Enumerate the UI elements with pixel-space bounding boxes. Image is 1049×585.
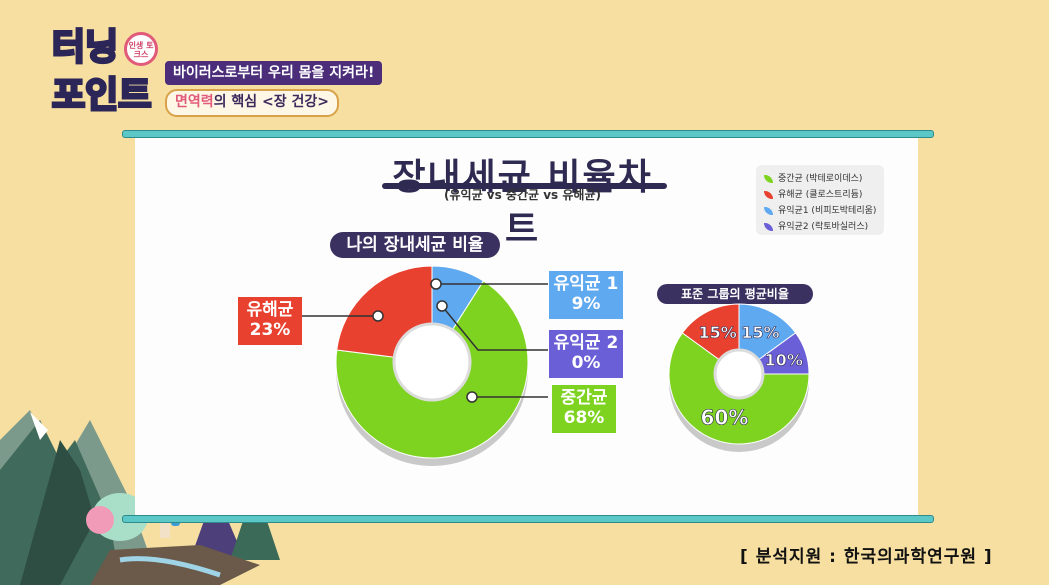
beneficial2-callout: 유익균 2 0% <box>549 330 623 378</box>
callout-label: 유익균 1 <box>553 274 619 294</box>
subtitle-accent: 면역력 <box>175 94 214 110</box>
board-top-rod <box>122 130 934 138</box>
logo-badge: 인생 토크스 <box>124 32 158 66</box>
my-ratio-donut-chart <box>335 265 529 466</box>
leaf-icon <box>764 174 773 183</box>
chart-subtitle: (유익균 vs 중간균 vs 유해균) <box>444 188 601 202</box>
callout-value: 0% <box>571 353 601 373</box>
callout-value: 68% <box>563 408 605 428</box>
leaf-icon <box>764 222 773 231</box>
callout-value: 9% <box>571 294 601 314</box>
callout-label: 유해균 <box>246 300 294 320</box>
legend-label: 중간균 (박테로이데스) <box>778 174 863 184</box>
show-logo: 터닝 포인트 <box>50 27 172 130</box>
legend-label: 유익균2 (락토바실러스) <box>778 222 869 232</box>
board-bottom-rod <box>122 515 934 523</box>
analysis-credit: [ 분석지원 : 한국의과학연구원 ] <box>740 547 993 567</box>
legend-item: 유익균2 (락토바실러스) <box>764 219 868 232</box>
donut-hole <box>713 348 765 400</box>
chart-legend: 중간균 (박테로이데스) 유해균 (클로스트리듐) 유익균1 (비피도박테리움)… <box>756 165 884 235</box>
title-underline <box>382 183 667 189</box>
slice-value-label: 60% <box>701 406 749 430</box>
my-ratio-heading: 나의 장내세균 비율 <box>330 232 500 258</box>
legend-item: 유익균1 (비피도박테리움) <box>764 203 876 216</box>
chart-title: 장내세균 비율차트 <box>392 157 653 250</box>
logo-line2: 포인트 <box>50 75 152 116</box>
slice-value-label: 15% <box>699 323 737 342</box>
callout-label: 중간균 <box>560 388 608 408</box>
leaf-icon <box>764 206 773 215</box>
standard-ratio-donut-chart: 15% 10% 60% 15% <box>668 303 810 452</box>
intermediate-callout: 중간균 68% <box>552 385 616 433</box>
callout-label: 유익균 2 <box>553 333 619 353</box>
episode-subtitle-main: 바이러스로부터 우리 몸을 지켜라! <box>165 61 383 85</box>
slice-value-label: 15% <box>741 323 779 342</box>
legend-item: 중간균 (박테로이데스) <box>764 171 862 184</box>
legend-item: 유해균 (클로스트리듐) <box>764 187 862 200</box>
leaf-icon <box>764 190 773 199</box>
subtitle-rest: 의 핵심 <장 건강> <box>213 94 330 110</box>
slice-value-label: 10% <box>765 350 803 369</box>
legend-label: 유익균1 (비피도박테리움) <box>778 206 877 216</box>
donut-hole <box>392 322 472 402</box>
standard-ratio-heading: 표준 그룹의 평균비율 <box>657 284 813 304</box>
harmful-bacteria-callout: 유해균 23% <box>238 297 302 345</box>
episode-subtitle-secondary: 면역력의 핵심 <장 건강> <box>165 89 340 117</box>
legend-label: 유해균 (클로스트리듐) <box>778 190 863 200</box>
callout-value: 23% <box>249 320 291 340</box>
beneficial1-callout: 유익균 1 9% <box>549 271 623 319</box>
logo-line1: 터닝 <box>50 27 119 68</box>
